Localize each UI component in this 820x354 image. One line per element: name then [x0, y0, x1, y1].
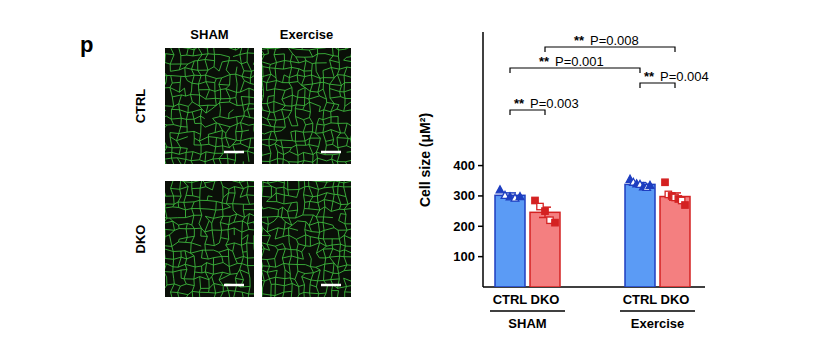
group-label: SHAM	[508, 316, 546, 331]
y-tick-label: 300	[453, 188, 475, 203]
membrane-stain	[262, 181, 351, 297]
scale-bar	[224, 151, 244, 154]
y-tick-label: 200	[453, 219, 475, 234]
x-tick-label: CTRL	[493, 292, 528, 307]
y-tick-label: 100	[453, 249, 475, 264]
bar	[660, 197, 690, 287]
y-tick	[478, 195, 483, 197]
y-tick	[478, 165, 483, 167]
micrograph	[262, 48, 351, 164]
x-tick-label: CTRL	[623, 292, 658, 307]
sig-stars: **	[539, 54, 550, 69]
scale-bar	[321, 284, 341, 287]
micrograph-bg	[165, 48, 254, 164]
p-value: P=0.003	[530, 96, 579, 111]
y-tick	[478, 226, 483, 228]
row-label: DKO	[133, 225, 148, 254]
column-label: Exercise	[280, 27, 334, 42]
data-point	[516, 193, 524, 200]
membrane-stain	[262, 48, 351, 164]
data-point	[662, 179, 668, 185]
p-value: P=0.001	[555, 54, 604, 69]
group-label: Exercise	[631, 316, 685, 331]
scale-bar	[224, 284, 244, 287]
data-point	[496, 186, 504, 193]
sig-stars: **	[514, 96, 525, 111]
sig-stars: **	[644, 69, 655, 84]
bar	[625, 184, 655, 287]
row-label: CTRL	[133, 89, 148, 124]
bar	[495, 195, 525, 287]
micrograph	[262, 181, 351, 297]
sig-stars: **	[574, 33, 585, 48]
y-tick	[478, 256, 483, 258]
y-axis	[482, 32, 484, 287]
data-point	[682, 202, 688, 208]
data-point	[646, 181, 654, 188]
membrane-stain	[165, 181, 254, 297]
panel-label: p	[80, 32, 93, 57]
membrane-stain	[165, 48, 254, 164]
x-tick-label: DKO	[531, 292, 560, 307]
bar	[530, 212, 560, 287]
y-axis-label: Cell size (μM²)	[417, 113, 433, 207]
scale-bar	[321, 151, 341, 154]
p-value: P=0.004	[660, 69, 709, 84]
group-line	[620, 310, 695, 312]
p-value: P=0.008	[590, 33, 639, 48]
x-tick-label: DKO	[661, 292, 690, 307]
y-tick-label: 400	[453, 158, 475, 173]
micrograph	[165, 48, 254, 164]
group-line	[490, 310, 565, 312]
column-label: SHAM	[190, 27, 228, 42]
plot-area	[495, 175, 690, 287]
data-point	[552, 219, 558, 225]
micrograph	[165, 181, 254, 297]
data-point	[542, 208, 548, 214]
